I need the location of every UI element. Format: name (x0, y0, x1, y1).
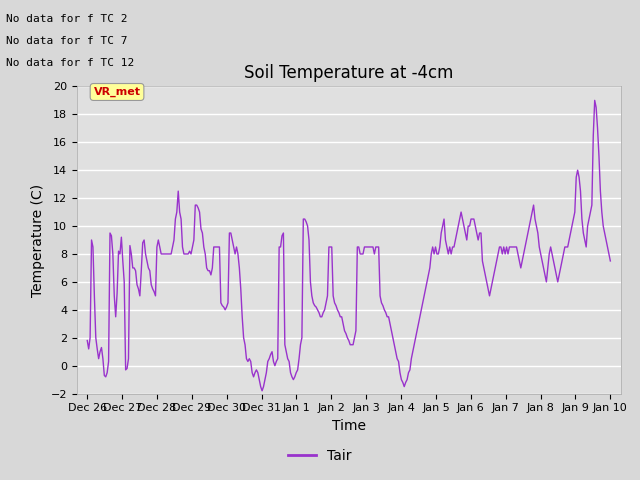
Text: No data for f TC 12: No data for f TC 12 (6, 58, 134, 68)
Text: No data for f TC 2: No data for f TC 2 (6, 14, 128, 24)
Text: No data for f TC 7: No data for f TC 7 (6, 36, 128, 46)
Y-axis label: Temperature (C): Temperature (C) (31, 183, 45, 297)
Title: Soil Temperature at -4cm: Soil Temperature at -4cm (244, 64, 454, 82)
Legend: Tair: Tair (283, 443, 357, 468)
X-axis label: Time: Time (332, 419, 366, 433)
Text: VR_met: VR_met (93, 87, 141, 97)
